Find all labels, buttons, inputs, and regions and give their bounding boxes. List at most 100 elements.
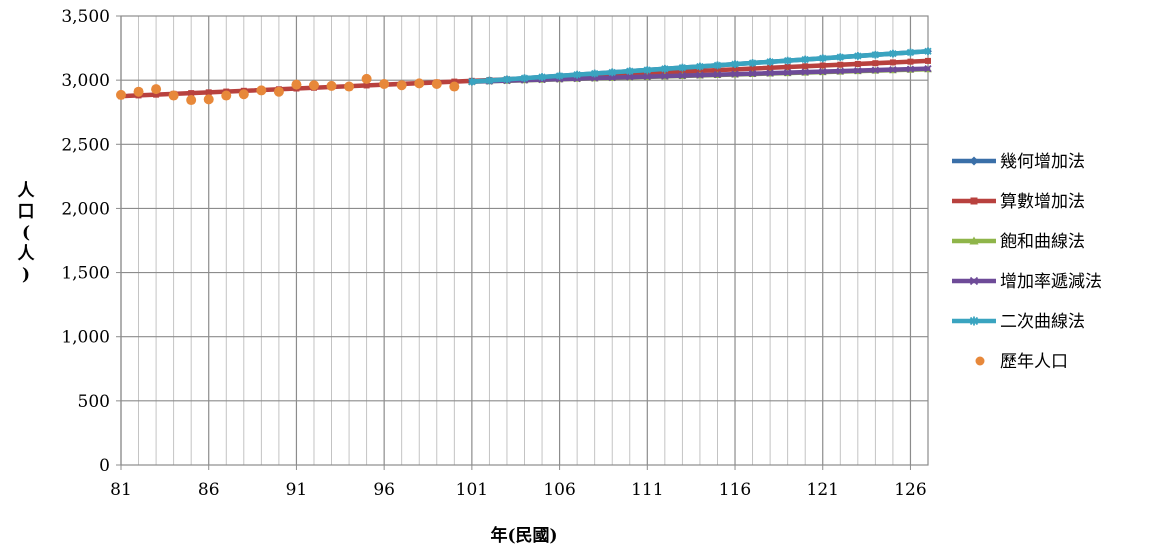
series-5-marker xyxy=(573,70,581,79)
series-6-point xyxy=(344,81,355,92)
series-4-marker xyxy=(924,64,932,73)
x-tick-label: 86 xyxy=(198,480,220,500)
legend-swatch-marker xyxy=(969,236,979,245)
y-tick-label: 2,500 xyxy=(61,135,110,155)
y-axis-title-char: 人 xyxy=(18,181,36,201)
legend-label: 算數增加法 xyxy=(1000,192,1085,212)
y-tick-label: 3,000 xyxy=(61,71,110,91)
series-2-marker xyxy=(696,67,703,74)
series-2-marker xyxy=(749,65,756,72)
series-5-marker xyxy=(871,50,880,59)
series-5-marker xyxy=(696,62,704,71)
legend-item-6: 歷年人口 xyxy=(975,352,1068,372)
series-2-marker xyxy=(784,64,791,71)
y-tick-label: 0 xyxy=(99,456,110,476)
series-2-marker xyxy=(767,64,774,71)
legend-swatch-marker xyxy=(969,316,979,326)
series-2-marker xyxy=(819,62,826,69)
series-6-point xyxy=(186,95,197,106)
x-tick-label: 81 xyxy=(110,480,132,500)
series-5-marker xyxy=(801,55,809,64)
legend-item-1: 幾何增加法 xyxy=(952,152,1085,172)
series-2-marker xyxy=(837,61,844,68)
series-5-marker xyxy=(906,48,915,57)
series-6-point xyxy=(151,84,162,95)
y-tick-label: 500 xyxy=(78,392,110,412)
series-5-marker xyxy=(485,76,494,85)
legend-item-5: 二次曲線法 xyxy=(952,312,1085,332)
series-4-group xyxy=(468,64,932,86)
x-tick-label: 111 xyxy=(631,480,663,500)
legend-swatch-marker xyxy=(975,356,985,366)
series-6-point xyxy=(221,90,232,101)
series-6-point xyxy=(203,94,214,105)
series-2-marker xyxy=(732,66,739,73)
legend-item-4: 增加率遞減法 xyxy=(952,272,1102,292)
y-tick-label: 2,000 xyxy=(61,199,110,219)
series-4-marker xyxy=(871,66,880,74)
series-5-marker xyxy=(538,73,546,81)
series-2-marker xyxy=(188,90,195,97)
series-5-marker xyxy=(713,61,722,70)
series-6-point xyxy=(326,80,337,91)
x-tick-label: 106 xyxy=(543,480,575,500)
series-4-marker xyxy=(661,72,669,80)
x-axis-title: 年(民國) xyxy=(490,525,557,546)
series-6-point xyxy=(414,78,425,89)
series-6-point xyxy=(273,86,284,97)
series-5-marker xyxy=(555,71,564,80)
legend-label: 增加率遞減法 xyxy=(1000,272,1102,292)
series-4-marker xyxy=(801,68,809,76)
series-2-marker xyxy=(802,63,809,70)
series-5-marker xyxy=(766,57,774,66)
series-4-marker xyxy=(731,70,739,78)
series-layer xyxy=(116,47,932,106)
series-6-point xyxy=(168,90,179,101)
series-6-group xyxy=(116,73,460,106)
series-4-marker xyxy=(766,69,774,77)
series-6-point xyxy=(133,86,144,97)
series-4-marker xyxy=(784,68,792,77)
series-6-point xyxy=(256,85,267,96)
series-5-marker xyxy=(731,60,739,69)
series-2-marker xyxy=(205,89,212,96)
series-5-marker xyxy=(661,64,669,73)
legend-swatch-marker xyxy=(970,197,978,205)
x-tick-label: 116 xyxy=(719,480,751,500)
series-4-marker xyxy=(626,73,634,81)
series-5-marker xyxy=(854,52,862,60)
series-4-marker xyxy=(696,71,704,79)
series-5-marker xyxy=(924,47,932,56)
y-axis-title-char: ) xyxy=(22,265,30,285)
series-2-marker xyxy=(679,68,686,75)
x-tick-label: 101 xyxy=(456,480,488,500)
y-tick-label: 1,000 xyxy=(61,328,110,348)
series-2-marker xyxy=(714,67,721,74)
series-6-point xyxy=(431,78,442,89)
plot-border xyxy=(120,15,929,466)
legend-label: 二次曲線法 xyxy=(1000,312,1085,332)
series-6-point xyxy=(361,73,372,84)
series-5-marker xyxy=(608,68,616,77)
legend-label: 幾何增加法 xyxy=(1000,152,1085,172)
series-6-point xyxy=(449,81,460,92)
series-2-marker xyxy=(854,60,861,67)
series-5-marker xyxy=(520,74,529,83)
series-4-marker xyxy=(819,67,827,76)
series-6-point xyxy=(291,79,302,90)
x-tick-label: 126 xyxy=(894,480,926,500)
series-5-marker xyxy=(784,56,792,65)
series-2-marker xyxy=(925,57,931,64)
series-4-marker xyxy=(836,67,844,75)
series-5-marker xyxy=(836,53,844,62)
series-4-marker xyxy=(608,74,616,82)
legend-label: 飽和曲線法 xyxy=(1000,232,1085,252)
series-5-marker xyxy=(591,69,599,78)
y-axis-title-char: ( xyxy=(22,223,30,243)
axes-layer: 0 500 1,000 1,500 2,000 2,500 3,000 3,500 81 86 91… xyxy=(61,7,929,500)
series-4-marker xyxy=(854,66,862,75)
series-5-marker xyxy=(819,54,827,63)
series-2-marker xyxy=(889,59,896,66)
